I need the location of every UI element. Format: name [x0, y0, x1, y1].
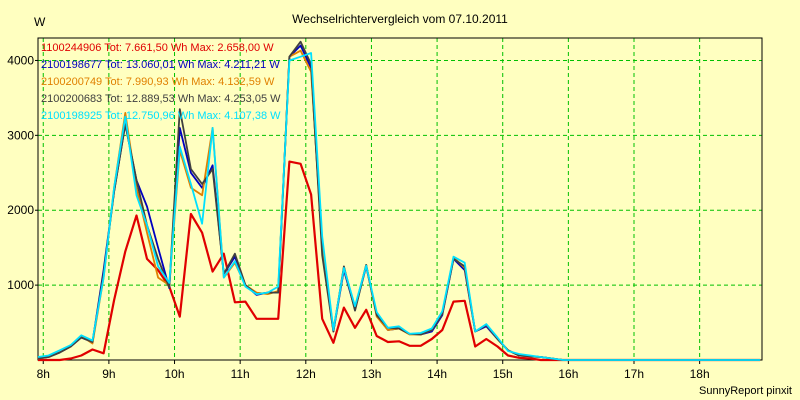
chart-title: Wechselrichtervergleich vom 07.10.2011: [292, 12, 508, 26]
x-tick-label-18: 18h: [690, 367, 710, 381]
y-tick-label-4000: 4000: [7, 53, 34, 67]
x-tick-label-13: 13h: [361, 367, 381, 381]
y-axis-label: W: [34, 15, 46, 29]
x-tick-label-9: 9h: [102, 367, 115, 381]
legend-entry-2: 2100198677 Tot: 13.060,01 Wh Max: 4.211,…: [41, 59, 280, 71]
x-tick-label-16: 16h: [558, 367, 578, 381]
x-tick-label-11: 11h: [231, 367, 250, 381]
axes: 1000 2000 3000 4000 8h 9h 10h 11h 12h 13h 14h 15h 16…: [7, 37, 763, 381]
y-tick-label-1000: 1000: [7, 278, 34, 292]
series-line-1: [38, 160, 760, 362]
x-tick-label-14: 14h: [427, 367, 447, 381]
x-tick-label-8: 8h: [37, 367, 50, 381]
series-line-4: [37, 40, 760, 361]
y-tick-label-3000: 3000: [7, 128, 34, 142]
legend-entry-1: 1100244906 Tot: 7.661,50 Wh Max: 2.658,0…: [41, 42, 274, 54]
x-tick-label-10: 10h: [165, 367, 185, 381]
x-tick-label-17: 17h: [624, 367, 644, 381]
y-tick-label-2000: 2000: [7, 203, 34, 217]
legend-entry-4: 2100200683 Tot: 12.889,53 Wh Max: 4.253,…: [41, 93, 281, 105]
series-line-5: [37, 52, 760, 361]
series-lines: [37, 40, 760, 362]
credit-text: SunnyReport pinxit: [699, 385, 792, 397]
legend-entry-3: 2100200749 Tot: 7.990,93 Wh Max: 4.132,5…: [41, 76, 275, 88]
legend: 1100244906 Tot: 7.661,50 Wh Max: 2.658,0…: [41, 42, 281, 122]
plot-frame: [37, 37, 763, 361]
legend-entry-5: 2100198925 Tot: 12.750,96 Wh Max: 4.107,…: [41, 110, 281, 122]
grid: [38, 38, 762, 360]
x-tick-label-15: 15h: [493, 367, 513, 381]
x-tick-label-12: 12h: [296, 367, 316, 381]
